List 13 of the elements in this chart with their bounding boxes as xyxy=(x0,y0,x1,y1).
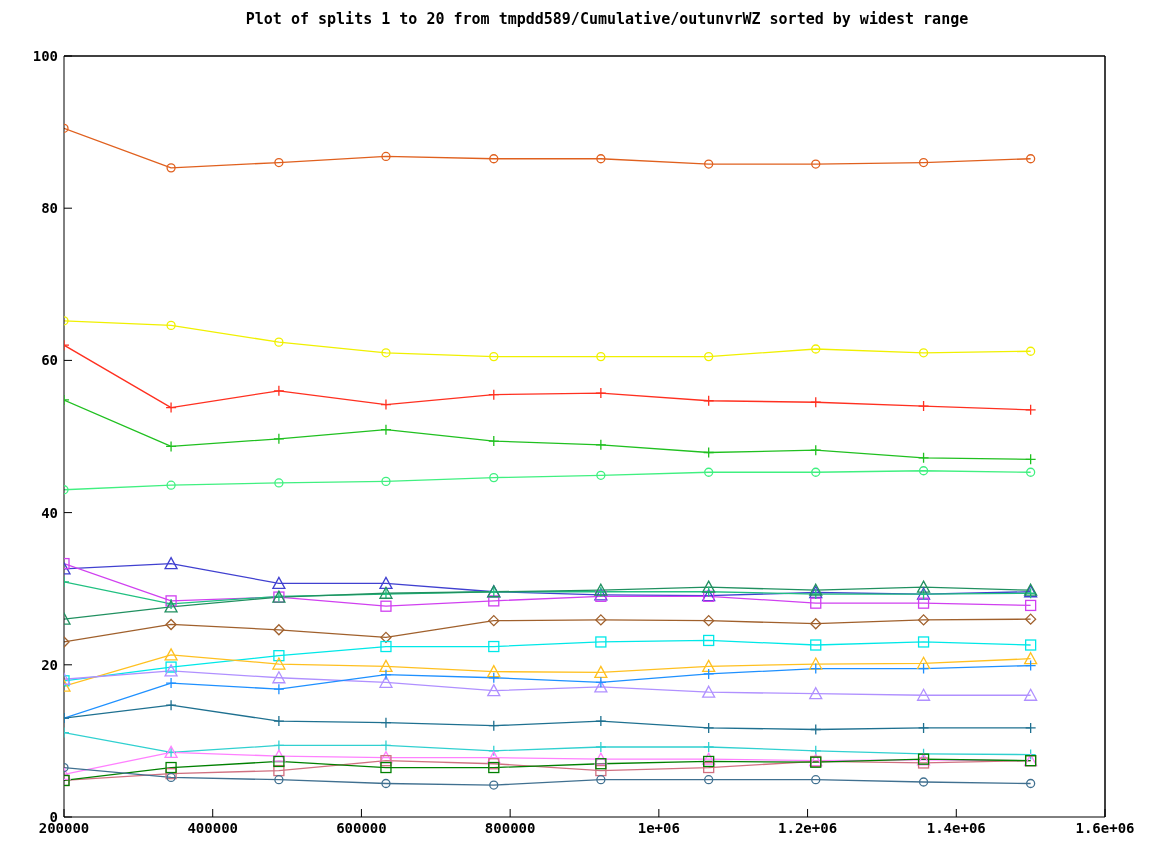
y-tick-label: 20 xyxy=(41,656,58,673)
x-tick-label: 1.4e+06 xyxy=(926,819,986,836)
x-tick-label: 1.6e+06 xyxy=(1075,819,1135,836)
chart-title: Plot of splits 1 to 20 from tmpdd589/Cumulative/outunvrWZ sorted by widest range xyxy=(244,9,970,30)
y-tick-label: 80 xyxy=(41,200,58,217)
x-tick-label: 800000 xyxy=(484,819,536,836)
y-tick-label: 100 xyxy=(32,47,58,64)
y-tick-label: 60 xyxy=(41,352,58,369)
x-tick-label: 1.2e+06 xyxy=(778,819,838,836)
x-tick-label: 400000 xyxy=(187,819,238,836)
x-tick-label: 1e+06 xyxy=(637,819,680,836)
x-tick-label: 600000 xyxy=(336,819,387,836)
y-tick-label: 40 xyxy=(41,504,58,521)
